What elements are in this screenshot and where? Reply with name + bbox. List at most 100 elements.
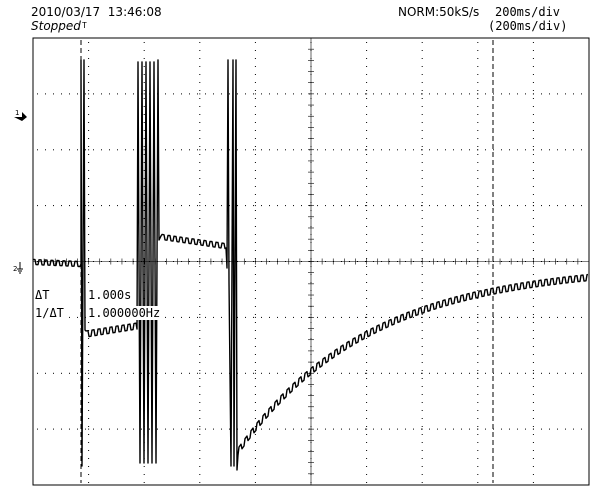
- grid-dot: [197, 205, 198, 207]
- grid-dot: [581, 149, 582, 151]
- grid-dot: [125, 149, 126, 151]
- grid-dot: [532, 178, 534, 179]
- grid-dot: [285, 205, 286, 207]
- grid-dot: [88, 146, 90, 147]
- grid-dot: [199, 210, 201, 211]
- grid-dot: [117, 149, 118, 151]
- grid-dot: [366, 114, 368, 115]
- grid-dot: [477, 434, 479, 435]
- grid-dot: [333, 93, 334, 95]
- grid-dot: [549, 149, 550, 151]
- grid-dot: [532, 450, 534, 451]
- grid-dot: [221, 149, 222, 151]
- grid-dot: [366, 418, 368, 419]
- ch2-ground-marker: 2: [13, 262, 23, 274]
- grid-dot: [517, 93, 518, 95]
- grid-dot: [254, 234, 256, 235]
- grid-dot: [445, 316, 446, 318]
- grid-dot: [277, 316, 278, 318]
- grid-dot: [477, 178, 479, 179]
- grid-dot: [477, 202, 479, 203]
- grid-dot: [477, 146, 479, 147]
- grid-dot: [429, 428, 430, 430]
- grid-dot: [143, 250, 145, 251]
- grid-dot: [421, 93, 422, 95]
- grid-dot: [413, 372, 414, 374]
- grid-dot: [532, 146, 534, 147]
- grid-dot: [532, 210, 534, 211]
- grid-dot: [477, 410, 479, 411]
- grid-dot: [421, 298, 423, 299]
- grid-dot: [437, 428, 438, 430]
- grid-dot: [254, 58, 256, 59]
- grid-dot: [143, 58, 145, 59]
- grid-dot: [277, 205, 278, 207]
- grid-dot: [477, 346, 479, 347]
- grid-dot: [254, 426, 256, 427]
- grid-dot: [199, 42, 201, 43]
- grid-dot: [165, 316, 166, 318]
- grid-dot: [109, 149, 110, 151]
- grid-dot: [199, 372, 201, 374]
- grid-dot: [509, 205, 510, 207]
- grid-dot: [469, 372, 470, 374]
- grid-dot: [285, 372, 286, 374]
- trigger-position-marker: T: [82, 21, 87, 30]
- grid-dot: [366, 234, 368, 235]
- grid-dot: [199, 474, 201, 475]
- grid-dot: [143, 138, 145, 139]
- grid-dot: [143, 205, 145, 207]
- grid-dot: [199, 149, 201, 151]
- grid-dot: [143, 226, 145, 227]
- grid-dot: [477, 242, 479, 243]
- grid-dot: [88, 93, 90, 95]
- grid-dot: [254, 266, 256, 267]
- grid-dot: [477, 402, 479, 403]
- grid-dot: [254, 474, 256, 475]
- grid-dot: [88, 74, 90, 75]
- grid-dot: [421, 354, 423, 355]
- grid-dot: [477, 58, 479, 59]
- grid-dot: [366, 178, 368, 179]
- grid-dot: [461, 372, 462, 374]
- grid-dot: [61, 372, 62, 374]
- grid-dot: [293, 149, 294, 151]
- grid-dot: [421, 378, 423, 379]
- grid-dot: [261, 93, 262, 95]
- grid-dot: [125, 93, 126, 95]
- grid-dot: [477, 330, 479, 331]
- grid-dot: [213, 372, 214, 374]
- grid-dot: [205, 205, 206, 207]
- grid-dot: [421, 450, 423, 451]
- grid-dot: [366, 458, 368, 459]
- grid-dot: [485, 316, 486, 318]
- grid-dot: [469, 428, 470, 430]
- grid-dot: [366, 90, 368, 91]
- grid-dot: [253, 372, 254, 374]
- grid-dot: [88, 50, 90, 51]
- grid-dot: [557, 316, 558, 318]
- grid-dot: [197, 93, 198, 95]
- grid-dot: [181, 205, 182, 207]
- grid-dot: [389, 205, 390, 207]
- grid-dot: [397, 93, 398, 95]
- grid-dot: [143, 170, 145, 171]
- grid-dot: [366, 154, 368, 155]
- grid-dot: [532, 354, 534, 355]
- grid-dot: [53, 428, 54, 430]
- grid-dot: [109, 372, 110, 374]
- grid-dot: [532, 418, 534, 419]
- grid-dot: [477, 298, 479, 299]
- grid-dot: [285, 428, 286, 430]
- grid-dot: [341, 316, 342, 318]
- grid-dot: [205, 372, 206, 374]
- grid-dot: [477, 450, 479, 451]
- grid-dot: [381, 428, 382, 430]
- grid-dot: [366, 426, 368, 427]
- grid-dot: [557, 428, 558, 430]
- grid-dot: [366, 346, 368, 347]
- grid-dot: [366, 338, 368, 339]
- grid-dot: [199, 466, 201, 467]
- grid-dot: [61, 205, 62, 207]
- grid-dot: [88, 338, 90, 339]
